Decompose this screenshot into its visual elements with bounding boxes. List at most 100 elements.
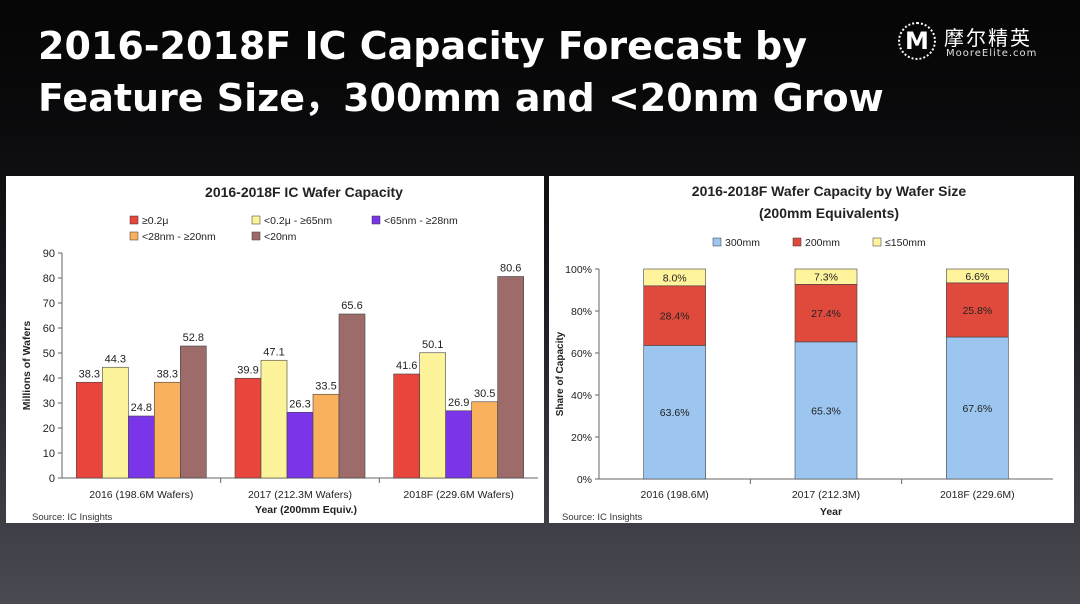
bar [445, 410, 472, 479]
x-tick-label: 2017 (212.3M Wafers) [248, 489, 352, 501]
data-label: 7.3% [814, 272, 838, 284]
y-tick-label: 0 [49, 473, 55, 485]
legend-label: <28nm - ≥20nm [142, 231, 216, 243]
bar [471, 401, 498, 479]
legend-label: <65nm - ≥28nm [384, 215, 458, 227]
bar-segment [794, 341, 858, 480]
data-label: 8.0% [663, 272, 687, 284]
data-label: 41.6 [396, 360, 417, 372]
data-label: 52.8 [183, 332, 204, 344]
slide-title: 2016-2018F IC Capacity Forecast by Featu… [38, 24, 884, 120]
legend-swatch [792, 237, 802, 247]
bar [180, 345, 207, 479]
legend-label: <20nm [264, 231, 297, 243]
bar [312, 393, 340, 479]
legend-label: 300mm [725, 237, 760, 249]
bar-segment [643, 345, 706, 480]
legend-swatch [251, 215, 261, 225]
bar-segment [643, 268, 706, 287]
data-label: 24.8 [131, 402, 152, 414]
bar-segment [794, 284, 858, 343]
x-axis-label: Year [820, 506, 842, 518]
legend-label: ≥0.2μ [142, 215, 168, 227]
x-tick-label: 2018F (229.6M) [940, 489, 1015, 501]
bar [260, 359, 288, 479]
legend-swatch [251, 231, 261, 241]
data-label: 65.3% [811, 405, 841, 417]
bar [234, 377, 262, 479]
y-tick-label: 0% [577, 474, 592, 486]
wafer-size-chart-panel: 2016-2018F Wafer Capacity by Wafer Size (… [549, 176, 1074, 523]
x-tick-label: 2018F (229.6M Wafers) [403, 489, 514, 501]
data-label: 33.5 [315, 380, 336, 392]
bar [338, 313, 366, 479]
wafer-capacity-chart-panel: 2016-2018F IC Wafer Capacity ≥0.2μ <0.2μ -… [6, 176, 544, 523]
y-tick-label: 10 [43, 448, 55, 460]
bar [286, 411, 314, 479]
y-tick-label: 50 [43, 348, 55, 360]
bar [419, 352, 446, 479]
bar-segment [946, 336, 1009, 480]
bar [76, 381, 103, 479]
bar-segment [643, 285, 706, 346]
legend-label: 200mm [805, 237, 840, 249]
brand-logo: M 摩尔精英 MooreElite.com [898, 20, 1058, 64]
y-tick-label: 60% [571, 348, 592, 360]
data-label: 28.4% [660, 311, 690, 323]
legend-label: <0.2μ - ≥65nm [264, 215, 332, 227]
legend-swatch [371, 215, 381, 225]
data-label: 26.9 [448, 397, 469, 409]
y-tick-label: 100% [565, 264, 592, 276]
y-tick-label: 60 [43, 323, 55, 335]
x-tick-label: 2017 (212.3M) [792, 489, 860, 501]
wafer-size-chart: 2016-2018F Wafer Capacity by Wafer Size (… [555, 183, 1053, 523]
y-tick-label: 70 [43, 298, 55, 310]
y-tick-label: 90 [43, 248, 55, 260]
data-label: 63.6% [660, 407, 690, 419]
y-tick-label: 40% [571, 390, 592, 402]
data-label: 39.9 [237, 364, 258, 376]
bar [102, 366, 129, 479]
y-tick-label: 20% [571, 432, 592, 444]
y-axis-label: Share of Capacity [555, 331, 566, 416]
y-tick-label: 30 [43, 398, 55, 410]
data-label: 30.5 [474, 388, 495, 400]
x-tick-label: 2016 (198.6M Wafers) [89, 489, 193, 501]
legend-swatch [872, 237, 882, 247]
data-label: 44.3 [105, 353, 126, 365]
bar-segment [794, 268, 858, 285]
y-tick-label: 20 [43, 423, 55, 435]
bar [393, 373, 420, 479]
chart-subtitle: (200mm Equivalents) [759, 205, 899, 221]
bar-segment [946, 282, 1009, 338]
legend-swatch [129, 231, 139, 241]
chart-title: 2016-2018F Wafer Capacity by Wafer Size [692, 183, 967, 199]
data-label: 50.1 [422, 339, 443, 351]
data-label: 27.4% [811, 308, 841, 320]
legend-label: ≤150mm [885, 237, 926, 249]
bar [154, 381, 181, 479]
data-label: 25.8% [962, 305, 992, 317]
y-axis-label: Millions of Wafers [21, 321, 33, 411]
y-tick-label: 40 [43, 373, 55, 385]
data-label: 38.3 [79, 368, 100, 380]
data-label: 6.6% [965, 271, 989, 283]
bar-segment [946, 268, 1009, 284]
data-label: 80.6 [500, 263, 521, 275]
logo-url-text: MooreElite.com [946, 48, 1038, 59]
source-note: Source: IC Insights [32, 512, 113, 523]
legend-swatch [712, 237, 722, 247]
x-tick-label: 2016 (198.6M) [641, 489, 709, 501]
chart-title: 2016-2018F IC Wafer Capacity [205, 184, 403, 200]
legend-swatch [129, 215, 139, 225]
data-label: 38.3 [157, 368, 178, 380]
bar [128, 415, 155, 479]
data-label: 47.1 [263, 346, 284, 358]
data-label: 67.6% [962, 403, 992, 415]
data-label: 65.6 [341, 300, 362, 312]
y-tick-label: 80% [571, 306, 592, 318]
logo-mark-icon: M [898, 22, 936, 60]
source-note: Source: IC Insights [562, 512, 643, 523]
data-label: 26.3 [289, 398, 310, 410]
x-axis-label: Year (200mm Equiv.) [255, 504, 357, 516]
